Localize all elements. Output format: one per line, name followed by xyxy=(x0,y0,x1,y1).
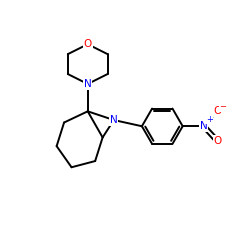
Text: +: + xyxy=(206,115,213,124)
Text: O: O xyxy=(84,39,92,49)
Text: N: N xyxy=(110,115,118,125)
Text: N: N xyxy=(84,79,92,89)
Text: N: N xyxy=(200,121,208,131)
Text: −: − xyxy=(220,102,226,111)
Text: O: O xyxy=(213,136,222,146)
Text: O: O xyxy=(213,106,222,116)
